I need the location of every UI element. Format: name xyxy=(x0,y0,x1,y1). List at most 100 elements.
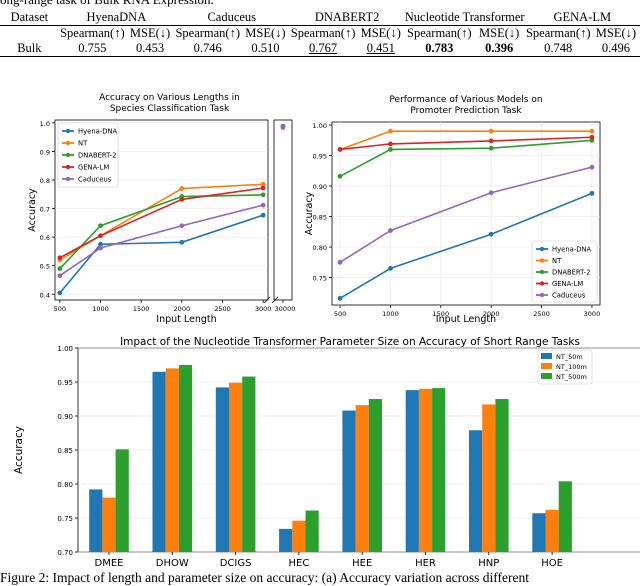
chart3-bar xyxy=(368,399,382,552)
chart1-legend-marker xyxy=(65,140,71,146)
chart1-x-tick-label: 500 xyxy=(54,305,66,313)
chart2-data-point xyxy=(388,228,393,233)
chart2-legend-marker xyxy=(539,292,545,298)
chart2-title: Promoter Prediction Task xyxy=(410,106,522,116)
chart2-data-point xyxy=(337,173,343,179)
chart1-legend-marker xyxy=(65,128,71,134)
chart3-bar xyxy=(432,388,446,552)
metric-header: Spearman(↑) xyxy=(60,26,125,40)
chart2-data-point xyxy=(589,134,595,140)
chart3-y-tick-label: 0.70 xyxy=(57,549,73,557)
chart3-bar xyxy=(305,510,319,552)
chart3-bar xyxy=(242,376,256,552)
chart2-x-tick-label: 1000 xyxy=(382,310,399,318)
chart3-bar xyxy=(482,404,496,552)
chart2-data-point xyxy=(589,137,595,143)
cell: 0.453 xyxy=(126,41,175,57)
chart2-legend-label: DNABERT-2 xyxy=(552,269,590,277)
chart3-bar xyxy=(558,481,572,552)
chart1-data-point xyxy=(179,239,185,245)
chart1-legend-marker xyxy=(65,176,71,182)
chart3-category-label: HNP xyxy=(478,558,499,569)
chart2-series-line xyxy=(339,136,592,151)
chart2-series-line xyxy=(339,192,593,299)
chart2-data-point xyxy=(589,128,595,134)
chart3-y-tick-label: 0.85 xyxy=(57,447,73,455)
chart2-data-point xyxy=(388,141,393,147)
metric-header: Spearman(↑) xyxy=(407,26,472,40)
chart1-legend-label: Hyena-DNA xyxy=(78,128,118,136)
chart3-category-label: DCIGS xyxy=(220,558,252,569)
cell: 0.396 xyxy=(473,41,525,57)
chart2-legend-label: GENA-LM xyxy=(552,280,583,288)
cell: 0.746 xyxy=(174,41,242,57)
chart2-ylabel: Accuracy xyxy=(304,191,315,235)
chart1-y-tick-label: 0.8 xyxy=(40,177,50,185)
chart3-legend-swatch xyxy=(541,353,552,359)
chart2-xlabel: Input Length xyxy=(436,314,496,325)
chart3-y-tick-label: 1.00 xyxy=(57,345,73,353)
cell: 0.451 xyxy=(356,41,405,57)
cell: 0.767 xyxy=(289,41,357,57)
chart3-title: Impact of the Nucleotide Transformer Par… xyxy=(120,336,580,348)
metric-blank xyxy=(0,26,59,42)
chart3-bar xyxy=(405,390,419,552)
chart2-data-point xyxy=(488,190,494,196)
chart1-x-break-label: 30000 xyxy=(275,305,296,313)
chart3-bar xyxy=(292,520,306,552)
chart2-data-point xyxy=(488,128,494,134)
chart2-x-tick-label: 1500 xyxy=(433,310,450,318)
model-header: DNABERT2 xyxy=(289,10,405,26)
cell: 0.496 xyxy=(591,41,640,57)
chart2-data-point xyxy=(488,231,494,237)
chart1-series-line xyxy=(59,183,264,261)
chart2-x-tick-label: 2000 xyxy=(483,310,500,318)
chart1-x-tick-label: 1000 xyxy=(92,305,109,313)
chart1-y-tick-label: 0.7 xyxy=(40,206,50,214)
chart1-legend-label: Caduceus xyxy=(78,176,112,184)
chart1-y-tick-label: 0.9 xyxy=(40,148,50,156)
chart3-bar xyxy=(355,405,369,552)
cell: 0.510 xyxy=(241,41,290,57)
table-metric-row: Spearman(↑) MSE(↓) Spearman(↑) MSE(↓) Sp… xyxy=(0,26,640,42)
chart3-bar xyxy=(229,382,243,552)
chart2-legend-marker xyxy=(539,281,545,286)
chart1-x-tick-label: 3000 xyxy=(255,305,272,313)
top-caption-fragment: ong-range task of Bulk RNA Expression. xyxy=(0,0,214,8)
chart3-bar xyxy=(342,410,356,552)
metric-header: MSE(↓) xyxy=(479,26,520,40)
chart3-legend-box xyxy=(537,349,593,385)
chart3-ylabel: Accuracy xyxy=(13,426,25,474)
chart2-series-line xyxy=(339,166,593,263)
chart3-category-label: HOE xyxy=(541,558,563,569)
chart2-legend-label: Hyena-DNA xyxy=(552,246,592,254)
chart2-x-tick-label: 2500 xyxy=(533,310,550,318)
chart3-legend-label: NT_100m xyxy=(556,363,587,371)
chart3-bar xyxy=(102,497,116,552)
cell: 0.755 xyxy=(58,41,127,57)
chart2-series-line xyxy=(339,130,592,151)
chart3-y-tick-label: 0.90 xyxy=(57,413,73,421)
chart2-x-tick-label: 500 xyxy=(334,310,346,318)
chart3-bar xyxy=(165,368,179,552)
chart1-data-point xyxy=(57,257,63,263)
metric-header: MSE(↓) xyxy=(129,26,171,40)
chart2-y-tick-label: 0.85 xyxy=(313,214,327,222)
row-label: Bulk xyxy=(0,41,59,57)
chart1-data-point xyxy=(179,194,185,199)
chart2-data-point xyxy=(589,190,595,196)
chart2-legend-marker xyxy=(539,246,545,252)
chart1-xlabel: Input Length xyxy=(156,314,216,325)
chart2-data-point xyxy=(488,145,494,151)
chart1-y-tick-label: 0.4 xyxy=(40,291,50,299)
chart3-bar xyxy=(178,365,193,552)
chart1-data-point xyxy=(260,202,266,208)
chart1-data-point xyxy=(57,273,63,279)
chart3-category-label: HEC xyxy=(288,558,309,569)
chart3-legend-swatch xyxy=(541,373,552,379)
chart1-data-point xyxy=(98,233,103,239)
chart3-bar xyxy=(532,513,546,552)
chart2-x-tick-label: 3000 xyxy=(584,310,601,318)
chart1-data-point xyxy=(280,123,286,129)
metric-header: Spearman(↑) xyxy=(175,26,240,40)
